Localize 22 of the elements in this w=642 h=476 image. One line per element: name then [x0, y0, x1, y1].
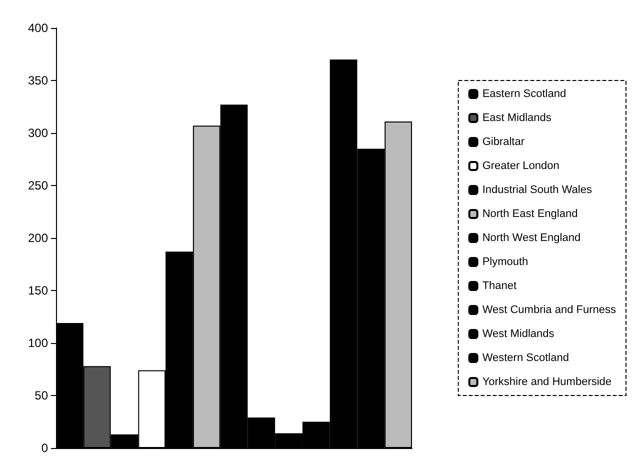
legend-label: North West England — [482, 232, 581, 244]
legend-label: Western Scotland — [482, 352, 569, 364]
y-tick-label: 200 — [28, 231, 48, 245]
y-tick-label: 350 — [28, 74, 48, 88]
y-tick-label: 150 — [28, 284, 48, 298]
legend-label: East Midlands — [482, 112, 552, 124]
y-tick-label: 400 — [28, 21, 48, 35]
y-tick-label: 0 — [41, 441, 48, 455]
legend-label: Industrial South Wales — [482, 184, 592, 196]
legend-label: Greater London — [482, 160, 560, 172]
y-tick-label: 300 — [28, 126, 48, 140]
legend-label: West Midlands — [482, 328, 555, 340]
y-tick-label: 250 — [28, 178, 48, 192]
legend-label: North East England — [482, 208, 578, 220]
legend-label: West Cumbria and Furness — [482, 304, 616, 316]
y-tick-label: 100 — [28, 336, 48, 350]
legend-label: Thanet — [482, 280, 517, 292]
legend-label: Gibraltar — [482, 136, 525, 148]
legend-label: Plymouth — [482, 256, 528, 268]
legend-label: Yorkshire and Humberside — [482, 376, 612, 388]
y-tick-label: 50 — [34, 388, 48, 402]
legend-label: Eastern Scotland — [482, 88, 566, 100]
